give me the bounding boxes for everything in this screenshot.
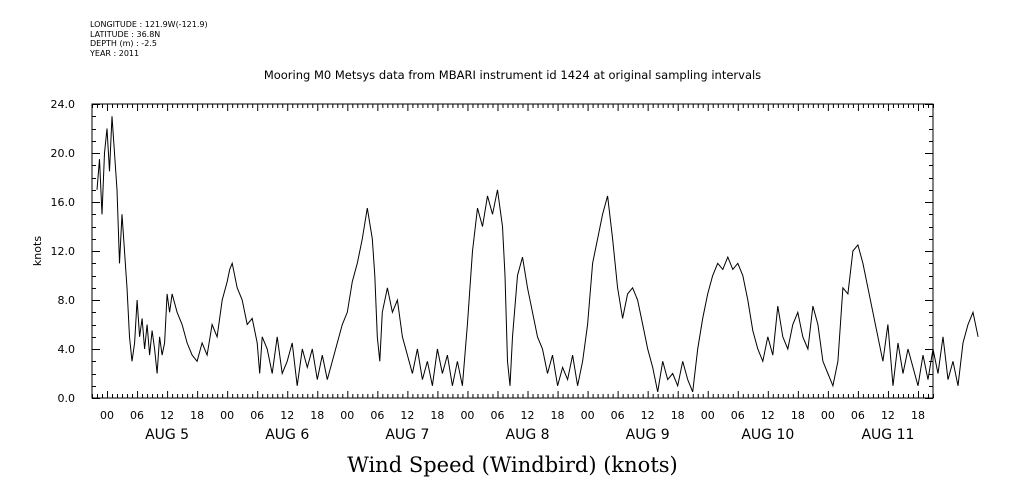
x-tick-label: 06 [731,409,745,422]
y-axis-label: knots [31,236,44,266]
day-labels: AUG 5 AUG 6 AUG 7 AUG 8 AUG 9 AUG 10 AUG 11 [145,427,914,443]
series-line [96,116,979,393]
x-tick-label: 18 [310,409,324,422]
x-tick-label: 12 [521,409,535,422]
plot-frame [91,103,934,399]
x-tick-labels: 00 06 12 18 00 06 12 18 00 06 12 18 00 06 12 18 00 06 12 18… [100,409,925,422]
x-tick-label: 06 [130,409,144,422]
x-tick-label: 00 [821,409,835,422]
day-label: AUG 10 [741,427,794,443]
x-tick-label: 00 [581,409,595,422]
y-tick-label: 20.0 [51,147,76,160]
x-tick-label: 06 [370,409,384,422]
x-tick-label: 12 [761,409,775,422]
x-tick-label: 00 [220,409,234,422]
y-tick-label: 12.0 [51,245,76,258]
x-tick-label: 00 [100,409,114,422]
day-label: AUG 9 [626,427,670,443]
x-tick-label: 18 [430,409,444,422]
y-tick-label: 24.0 [51,98,76,111]
day-label: AUG 7 [385,427,429,443]
depth-text: DEPTH (m) : -2.5 [90,39,157,49]
x-tick-label: 18 [911,409,925,422]
latitude-text: LATITUDE : 36.8N [90,29,161,39]
y-tick-label: 16.0 [51,196,76,209]
axis-ticks [92,104,934,399]
y-tick-label: 8.0 [58,294,76,307]
y-tick-label: 4.0 [58,343,76,356]
x-tick-label: 18 [551,409,565,422]
x-tick-label: 18 [190,409,204,422]
longitude-text: LONGITUDE : 121.9W(-121.9) [90,20,208,29]
chart-title: Mooring M0 Metsys data from MBARI instru… [263,68,762,82]
x-tick-label: 12 [400,409,414,422]
day-label: AUG 6 [265,427,309,443]
x-tick-label: 18 [791,409,805,422]
x-axis-label: Wind Speed (Windbird) (knots) [347,453,678,477]
x-tick-label: 12 [641,409,655,422]
day-label: AUG 11 [861,427,914,443]
series-group [96,116,979,393]
y-tick-label: 0.0 [58,392,76,405]
x-tick-label: 12 [160,409,174,422]
year-text: YEAR : 2011 [90,48,140,58]
x-tick-label: 06 [250,409,264,422]
x-tick-label: 06 [490,409,504,422]
x-tick-label: 12 [881,409,895,422]
x-tick-label: 18 [671,409,685,422]
day-label: AUG 5 [145,427,189,443]
day-label: AUG 8 [506,427,550,443]
y-tick-labels: 0.0 4.0 8.0 12.0 16.0 20.0 24.0 [51,98,76,405]
x-tick-label: 12 [280,409,294,422]
x-tick-label: 00 [340,409,354,422]
x-tick-label: 06 [611,409,625,422]
x-tick-label: 00 [460,409,474,422]
metadata-block: LONGITUDE : 121.9W(-121.9) LATITUDE : 36… [90,20,208,58]
x-tick-label: 06 [851,409,865,422]
x-tick-label: 00 [701,409,715,422]
